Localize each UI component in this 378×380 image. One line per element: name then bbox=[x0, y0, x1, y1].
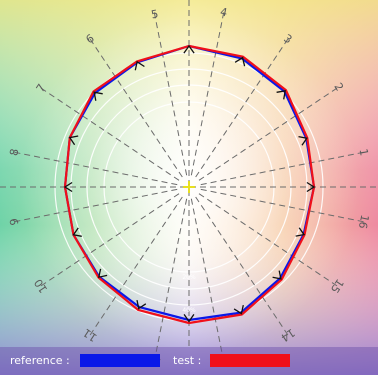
vertex-tick-12 bbox=[136, 299, 147, 310]
vertex-tick-5 bbox=[183, 44, 195, 54]
spoke-line-6 bbox=[88, 37, 183, 178]
spoke-label-14: 14 bbox=[278, 326, 297, 345]
spoke-line-13 bbox=[190, 198, 225, 364]
vertex-tick-15 bbox=[272, 270, 282, 280]
spoke-line-5 bbox=[153, 10, 188, 176]
spoke-label-5: 5 bbox=[150, 7, 159, 21]
vertex-tick-14 bbox=[233, 304, 244, 315]
legend-background bbox=[0, 347, 378, 375]
spoke-line-11 bbox=[88, 196, 183, 337]
legend-swatch-2 bbox=[210, 354, 290, 367]
spoke-label-15: 15 bbox=[328, 276, 347, 295]
spoke-line-9 bbox=[12, 188, 178, 223]
legend-label-1: reference : bbox=[10, 354, 70, 367]
spoke-label-9: 9 bbox=[7, 217, 21, 226]
vertex-tick-7 bbox=[93, 91, 103, 101]
spoke-label-16: 16 bbox=[356, 214, 371, 230]
spoke-line-3 bbox=[195, 37, 290, 178]
legend: reference : test : bbox=[0, 347, 378, 375]
spoke-line-2 bbox=[198, 86, 339, 181]
spoke-line-4 bbox=[190, 10, 225, 176]
vertex-tick-9 bbox=[63, 181, 73, 193]
spoke-line-10 bbox=[39, 193, 180, 288]
spoke-label-10: 10 bbox=[32, 276, 51, 295]
vertex-tick-16 bbox=[295, 227, 306, 237]
vertex-tick-3 bbox=[276, 90, 286, 100]
vertex-tick-13 bbox=[183, 314, 195, 323]
ring-label-1: 20% bbox=[182, 274, 196, 281]
legend-label-2: test : bbox=[173, 354, 201, 367]
spoke-line-1 bbox=[200, 151, 366, 186]
vertex-tick-2 bbox=[298, 135, 308, 146]
series-layer bbox=[63, 44, 316, 325]
vertex-tick-11 bbox=[97, 268, 108, 279]
spoke-label-11: 11 bbox=[81, 326, 100, 345]
spoke-label-1: 1 bbox=[357, 148, 371, 157]
vertex-tick-1 bbox=[306, 181, 316, 193]
spoke-line-15 bbox=[198, 193, 339, 288]
vertex-tick-10 bbox=[72, 227, 82, 237]
spoke-line-12 bbox=[153, 198, 188, 364]
spoke-line-16 bbox=[200, 188, 366, 223]
spoke-label-8: 8 bbox=[7, 148, 21, 157]
ring-label-2: 40% bbox=[182, 307, 196, 314]
spoke-line-7 bbox=[39, 86, 180, 181]
polar-grid: 20% 40% bbox=[0, 0, 378, 364]
spoke-line-8 bbox=[12, 151, 178, 186]
spoke-line-14 bbox=[195, 196, 290, 337]
legend-swatch-1 bbox=[80, 354, 160, 367]
vertex-tick-6 bbox=[134, 60, 145, 71]
spoke-label-4: 4 bbox=[219, 5, 228, 19]
vertex-tick-8 bbox=[68, 135, 79, 146]
vertex-tick-4 bbox=[234, 56, 246, 67]
